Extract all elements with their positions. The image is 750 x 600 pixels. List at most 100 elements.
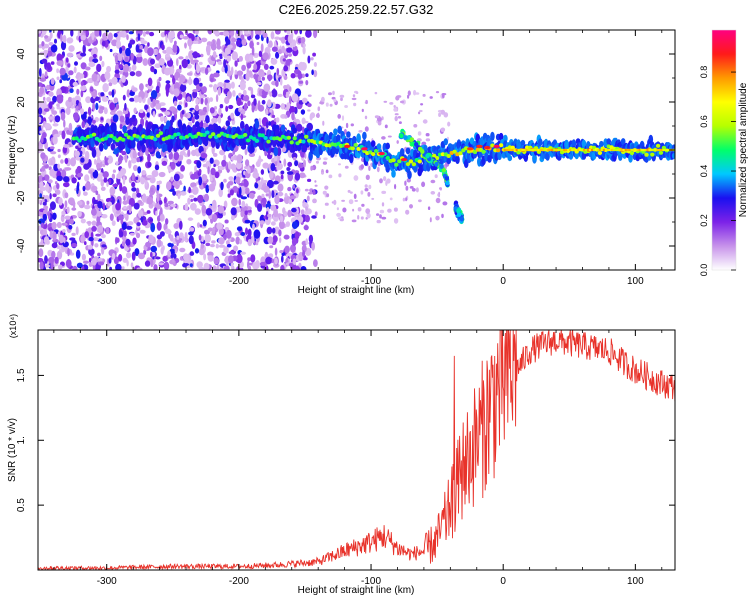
spectrogram-noise-cell bbox=[186, 96, 191, 102]
spectrogram-noise-cell bbox=[218, 53, 223, 57]
spectrogram-noise-cell bbox=[68, 45, 75, 52]
spectrogram-noise-cell bbox=[128, 197, 135, 207]
spectrogram-noise-cell bbox=[113, 256, 119, 265]
spectrogram-noise-cell bbox=[288, 53, 292, 57]
spectrogram-ridge-core bbox=[158, 131, 164, 136]
spectrogram-noise-cell bbox=[44, 264, 51, 268]
spectrogram-noise-cell bbox=[248, 56, 254, 62]
spectrogram-noise-cell bbox=[87, 244, 93, 250]
spectrogram-noise-cell bbox=[184, 232, 188, 241]
spectrogram-noise-cell bbox=[307, 109, 311, 112]
spectrogram-noise-cell bbox=[106, 197, 113, 202]
spectrogram-ridge-core bbox=[243, 132, 248, 137]
spectrogram-noise-cell bbox=[223, 178, 227, 183]
spectrogram-noise-cell bbox=[439, 187, 442, 190]
spectrogram-ridge-halo bbox=[141, 144, 146, 153]
spectrogram-noise-cell bbox=[155, 85, 160, 94]
spectrogram-noise-cell bbox=[384, 124, 388, 129]
spectrogram-noise-cell bbox=[368, 165, 371, 171]
spectrogram-noise-cell bbox=[179, 180, 182, 185]
spectrogram-noise-cell bbox=[158, 76, 162, 82]
spectrogram-ridge-core bbox=[481, 149, 486, 154]
spectrogram-noise-cell bbox=[202, 219, 207, 227]
spectrogram-noise-cell bbox=[161, 44, 165, 51]
spectrogram-noise-cell bbox=[311, 69, 314, 76]
spectrogram-noise-cell bbox=[216, 45, 222, 50]
spectrogram-branch bbox=[403, 135, 408, 141]
spectrogram-noise-cell bbox=[189, 263, 193, 267]
spectrogram-noise-cell bbox=[136, 54, 142, 58]
spectrogram-noise-cell bbox=[297, 70, 302, 80]
spectrogram-noise-cell bbox=[270, 31, 275, 40]
spectrogram-noise-cell bbox=[225, 105, 229, 112]
spectrogram-noise-cell bbox=[156, 238, 162, 248]
spectrogram-noise-cell bbox=[150, 187, 154, 193]
spectrogram-noise-cell bbox=[420, 103, 424, 106]
spectrogram-noise-cell bbox=[286, 91, 291, 95]
spectrogram-noise-cell bbox=[49, 168, 56, 177]
spectrogram-noise-cell bbox=[58, 197, 63, 206]
spectrogram-noise-cell bbox=[75, 105, 79, 111]
spectrogram-noise-cell bbox=[54, 115, 61, 123]
spectrogram-noise-cell bbox=[50, 201, 56, 211]
spectrogram-noise-cell bbox=[308, 234, 314, 244]
spectrogram-noise-cell bbox=[405, 209, 410, 215]
spectrogram-noise-cell bbox=[315, 113, 320, 118]
spectrogram-noise-cell bbox=[337, 217, 342, 220]
spectrogram-noise-cell bbox=[71, 105, 74, 109]
spectrogram-noise-cell bbox=[170, 204, 177, 207]
colorbar-gradient bbox=[712, 30, 736, 270]
spectrogram-noise-cell bbox=[129, 71, 136, 77]
spectrogram-ridge-core bbox=[301, 139, 306, 144]
spectrogram-noise-cell bbox=[336, 212, 341, 217]
spectrogram-noise-cell bbox=[261, 193, 265, 199]
spectrogram-noise-cell bbox=[39, 130, 42, 134]
spectrogram-noise-cell bbox=[274, 257, 278, 265]
spectrogram-noise-cell bbox=[58, 234, 64, 244]
spectrogram-noise-cell bbox=[266, 99, 272, 108]
spectrogram-noise-cell bbox=[150, 258, 154, 268]
spectrogram-noise-cell bbox=[404, 180, 407, 186]
spectrogram-noise-cell bbox=[188, 186, 191, 194]
spectrogram-noise-cell bbox=[179, 83, 187, 93]
spectrogram-noise-cell bbox=[118, 64, 124, 69]
spectrogram-noise-cell bbox=[166, 46, 173, 55]
spectrogram-noise-cell bbox=[101, 244, 107, 248]
spectrogram-ridge-core bbox=[254, 138, 260, 143]
spectrogram-noise-cell bbox=[377, 120, 382, 126]
spectrogram-noise-cell bbox=[182, 263, 188, 268]
spectrogram-noise-cell bbox=[172, 43, 178, 54]
spectrogram-noise-cell bbox=[139, 229, 146, 234]
spectrogram-noise-cell bbox=[422, 119, 428, 124]
spectrogram-noise-cell bbox=[296, 188, 299, 194]
spectrogram-noise-cell bbox=[214, 171, 220, 179]
spectrogram-noise-cell bbox=[352, 208, 355, 212]
spectrogram-noise-cell bbox=[80, 234, 86, 244]
spectrogram-noise-cell bbox=[216, 263, 220, 270]
spectrogram-noise-cell bbox=[85, 96, 92, 104]
spectrogram-noise-cell bbox=[109, 48, 113, 53]
spectrogram-noise-cell bbox=[187, 197, 191, 205]
spectrogram-noise-cell bbox=[101, 40, 106, 47]
spectrogram-peak bbox=[476, 144, 483, 148]
spectrogram-noise-cell bbox=[243, 180, 249, 188]
spectrogram-noise-cell bbox=[353, 175, 359, 181]
spectrogram-noise-cell bbox=[71, 243, 78, 248]
spectrogram-noise-cell bbox=[211, 240, 216, 244]
spectrogram-noise-cell bbox=[115, 103, 120, 110]
spectrogram-ridge-core bbox=[266, 139, 271, 144]
spectrogram-noise-cell bbox=[334, 154, 337, 158]
spectrogram-noise-cell bbox=[234, 232, 241, 237]
spectrogram-noise-cell bbox=[283, 85, 288, 90]
spectrogram-noise-cell bbox=[83, 163, 90, 170]
spectrogram-noise-cell bbox=[155, 102, 162, 110]
spectrogram-noise-cell bbox=[97, 201, 103, 209]
spectrogram-noise-cell bbox=[310, 112, 316, 119]
spectrogram-noise-cell bbox=[209, 107, 215, 114]
spectrogram-noise-cell bbox=[143, 249, 147, 255]
spectrogram-noise-cell bbox=[61, 169, 67, 179]
spectrogram-noise-cell bbox=[274, 195, 280, 205]
spectrogram-noise-cell bbox=[51, 242, 58, 249]
spectrogram-noise-cell bbox=[136, 55, 143, 64]
spectrogram-noise-cell bbox=[224, 79, 230, 83]
